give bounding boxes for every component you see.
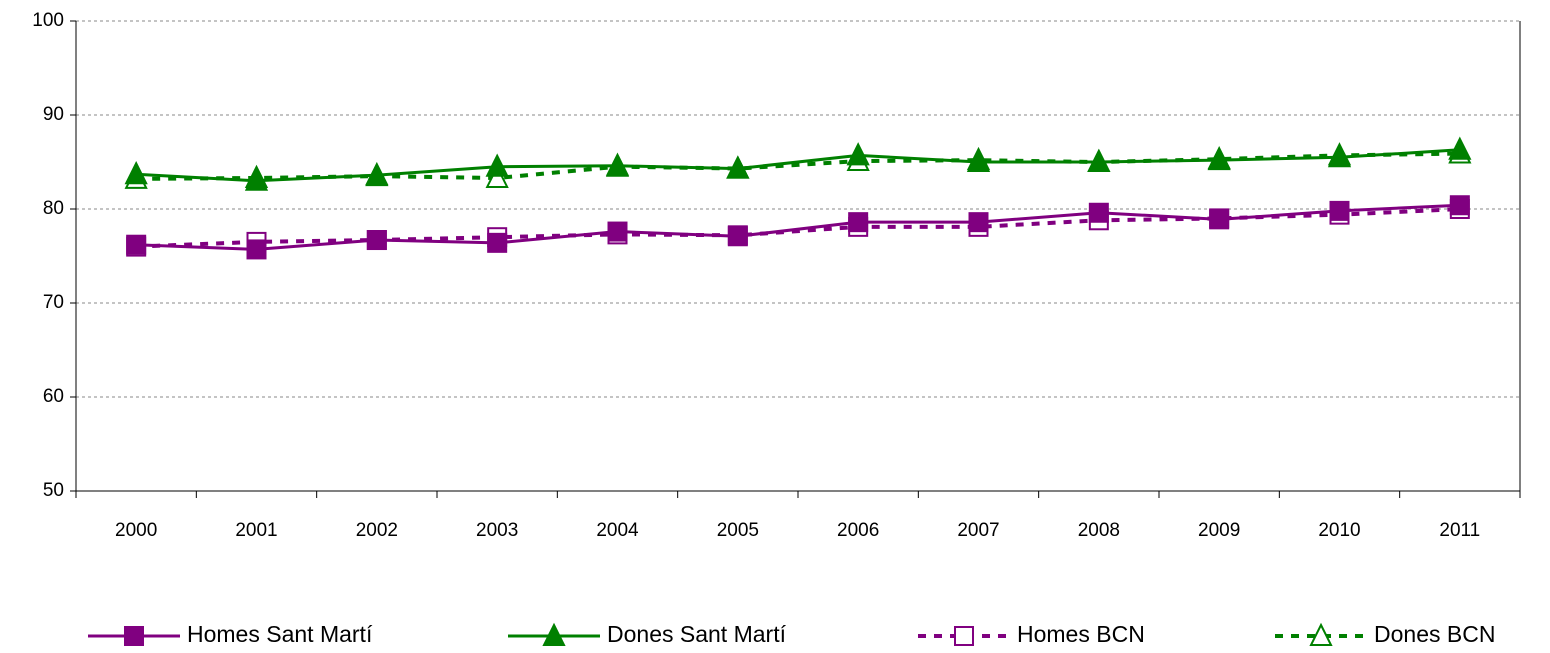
marker bbox=[846, 142, 870, 166]
marker bbox=[968, 212, 989, 233]
x-tick-label: 2000 bbox=[115, 520, 157, 541]
series-line bbox=[136, 203, 1460, 251]
marker bbox=[726, 155, 750, 179]
marker bbox=[485, 153, 509, 177]
marker bbox=[848, 212, 869, 233]
x-tick-label: 2001 bbox=[235, 520, 277, 541]
x-tick-label: 2005 bbox=[717, 520, 759, 541]
marker bbox=[1309, 622, 1333, 646]
series-line bbox=[136, 151, 1460, 181]
legend-label: Dones BCN bbox=[1374, 621, 1495, 647]
marker bbox=[365, 161, 389, 186]
legend-label: Homes BCN bbox=[1017, 621, 1145, 647]
marker bbox=[124, 626, 144, 646]
marker bbox=[485, 164, 509, 188]
marker bbox=[1209, 209, 1230, 230]
marker bbox=[487, 232, 508, 253]
y-tick-label: 90 bbox=[43, 104, 64, 125]
marker bbox=[1449, 195, 1470, 216]
marker bbox=[126, 234, 147, 255]
marker bbox=[244, 167, 269, 191]
x-tick-label: 2011 bbox=[1439, 520, 1480, 541]
marker bbox=[1207, 146, 1231, 171]
legend-label: Homes Sant Martí bbox=[187, 621, 373, 647]
y-tick-label: 80 bbox=[43, 198, 64, 219]
marker bbox=[366, 230, 387, 251]
x-tick-label: 2004 bbox=[596, 520, 639, 541]
y-tick-label: 50 bbox=[43, 480, 64, 501]
x-tick-label: 2010 bbox=[1318, 520, 1360, 541]
marker bbox=[605, 152, 630, 176]
x-tick-label: 2003 bbox=[476, 520, 518, 541]
x-tick-label: 2002 bbox=[356, 520, 398, 541]
marker bbox=[607, 221, 628, 242]
legend-label: Dones Sant Martí bbox=[607, 621, 787, 647]
x-tick-label: 2007 bbox=[957, 520, 999, 541]
marker bbox=[966, 148, 991, 172]
y-tick-label: 70 bbox=[43, 292, 64, 313]
x-tick-label: 2006 bbox=[837, 520, 879, 541]
marker bbox=[1327, 144, 1352, 168]
marker bbox=[727, 226, 748, 247]
y-tick-label: 100 bbox=[32, 10, 64, 31]
marker bbox=[954, 626, 974, 646]
marker bbox=[246, 239, 267, 260]
x-tick-label: 2008 bbox=[1078, 520, 1120, 541]
marker bbox=[1329, 200, 1350, 221]
y-tick-label: 60 bbox=[43, 386, 64, 407]
marker bbox=[542, 622, 566, 646]
series-line bbox=[136, 207, 1460, 249]
marker bbox=[124, 160, 148, 185]
series-line bbox=[136, 148, 1460, 183]
marker bbox=[1088, 202, 1109, 223]
marker bbox=[1087, 148, 1111, 172]
marker bbox=[1448, 136, 1472, 160]
x-tick-label: 2009 bbox=[1198, 520, 1240, 541]
